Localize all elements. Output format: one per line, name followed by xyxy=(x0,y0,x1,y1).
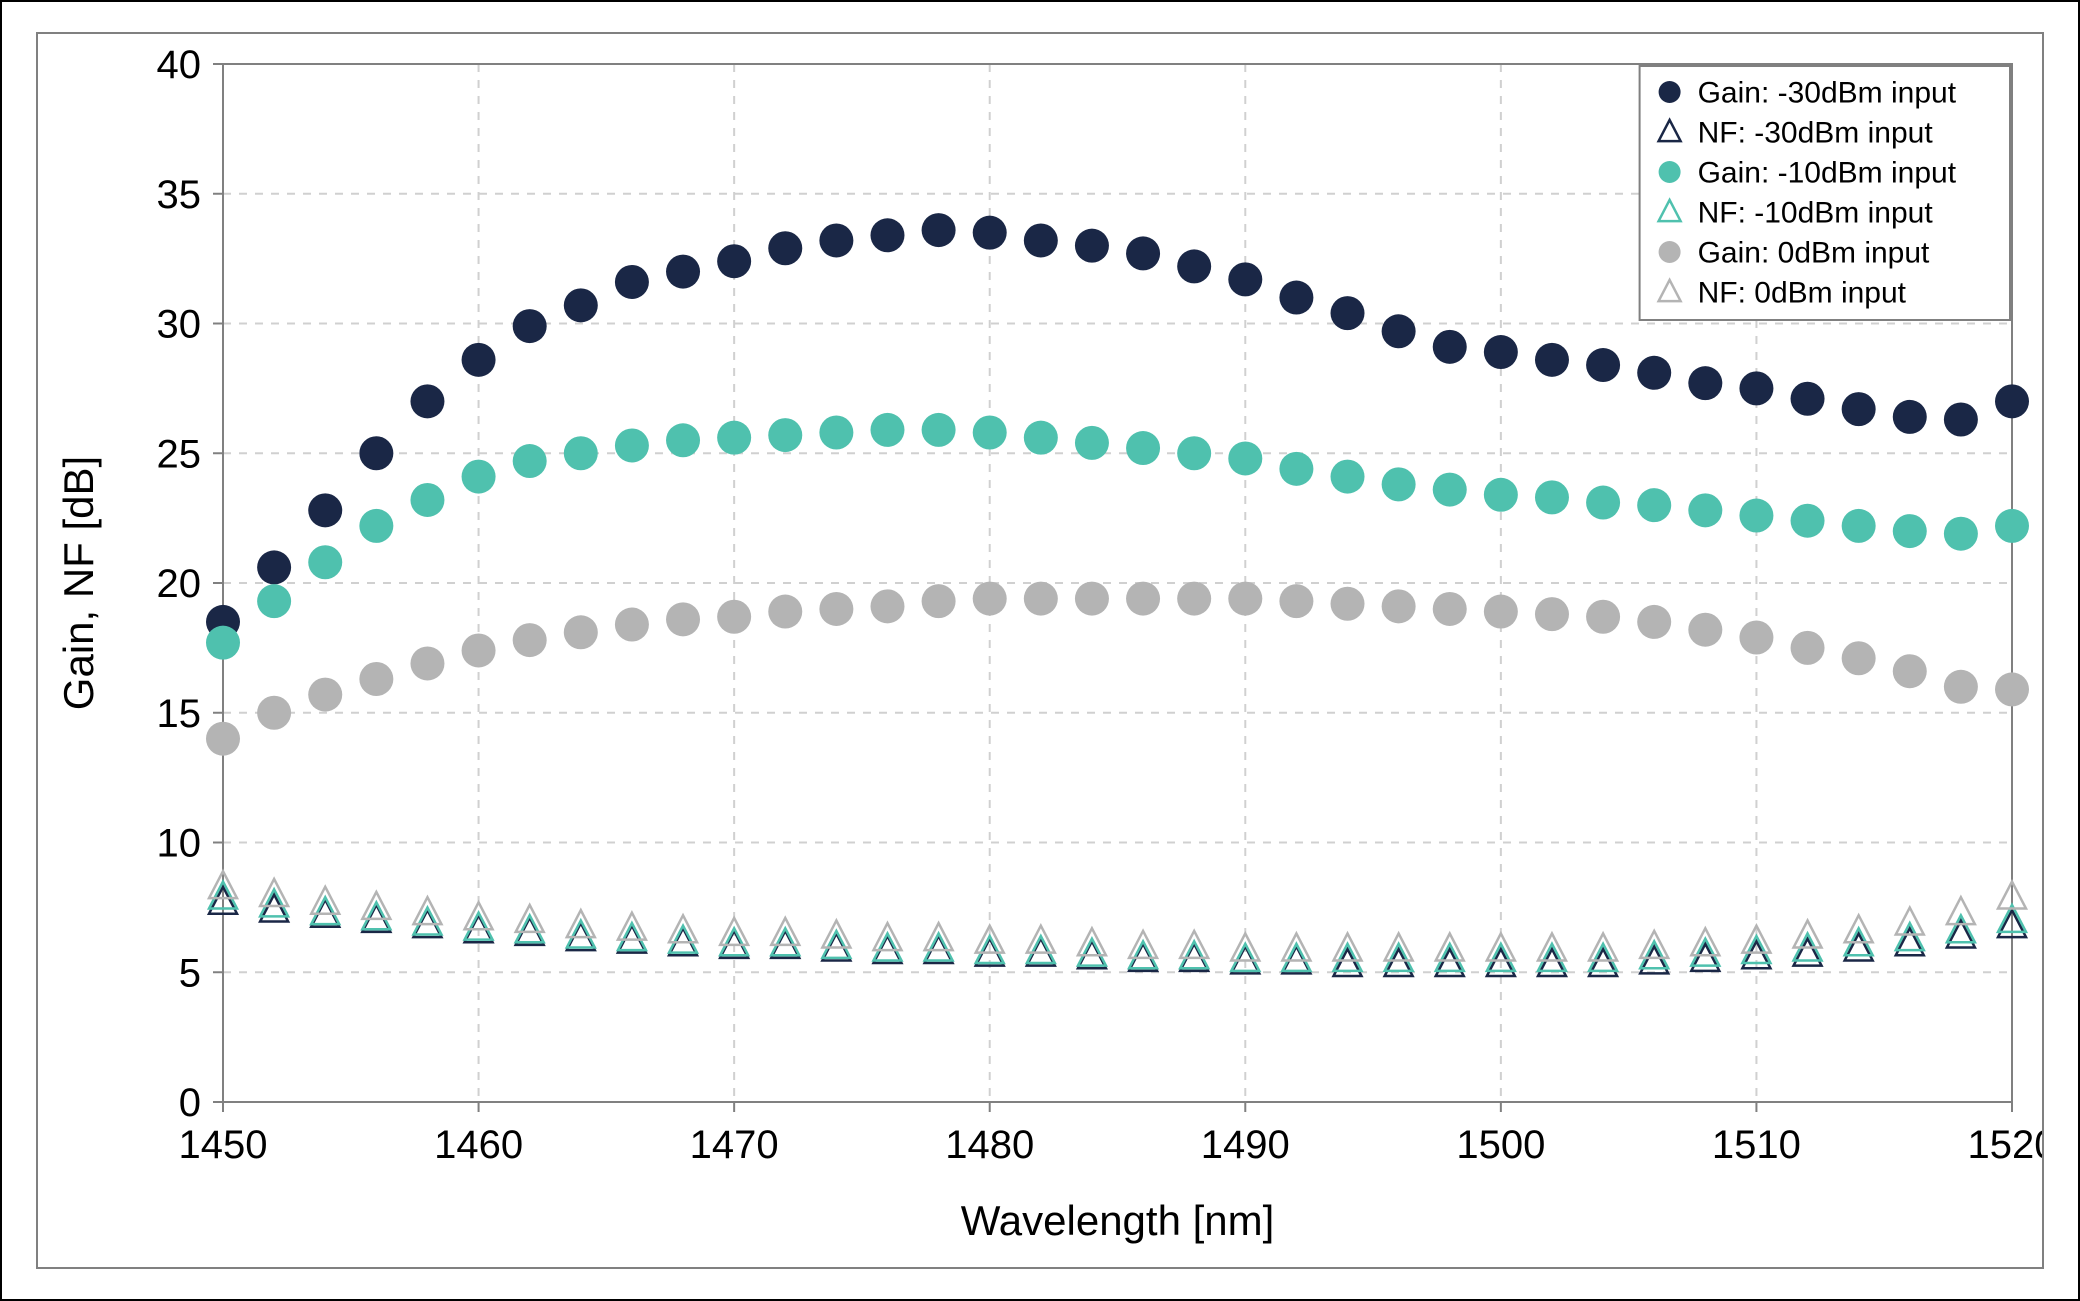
x-tick-label: 1480 xyxy=(945,1123,1034,1167)
legend-label: NF: -10dBm input xyxy=(1698,197,1934,230)
legend-label: Gain: 0dBm input xyxy=(1698,237,1930,270)
y-tick-label: 10 xyxy=(157,822,202,866)
y-tick-label: 25 xyxy=(157,432,202,476)
y-tick-label: 5 xyxy=(179,951,201,995)
y-tick-label: 0 xyxy=(179,1081,201,1125)
y-tick-label: 20 xyxy=(157,562,202,606)
x-tick-label: 1500 xyxy=(1456,1123,1545,1167)
x-tick-label: 1510 xyxy=(1712,1123,1801,1167)
x-axis-label: Wavelength [nm] xyxy=(961,1197,1275,1244)
x-tick-label: 1460 xyxy=(434,1123,523,1167)
outer-frame: 1450146014701480149015001510152005101520… xyxy=(0,0,2080,1301)
legend-label: Gain: -30dBm input xyxy=(1698,77,1957,110)
x-tick-label: 1490 xyxy=(1201,1123,1290,1167)
chart-canvas: 1450146014701480149015001510152005101520… xyxy=(38,34,2042,1267)
y-tick-label: 30 xyxy=(157,303,202,347)
legend-label: NF: 0dBm input xyxy=(1698,277,1907,310)
inner-frame: 1450146014701480149015001510152005101520… xyxy=(36,32,2044,1269)
y-tick-label: 35 xyxy=(157,173,202,217)
legend-label: NF: -30dBm input xyxy=(1698,117,1934,150)
y-tick-label: 15 xyxy=(157,692,202,736)
y-tick-label: 40 xyxy=(157,43,202,87)
x-tick-label: 1520 xyxy=(1968,1123,2042,1167)
series xyxy=(209,882,2026,971)
y-axis-label: Gain, NF [dB] xyxy=(55,456,102,710)
x-tick-label: 1450 xyxy=(179,1123,268,1167)
legend: Gain: -30dBm input NF: -30dBm input Gain: … xyxy=(1640,66,2010,320)
x-tick-label: 1470 xyxy=(690,1123,779,1167)
series xyxy=(206,582,2029,756)
legend-label: Gain: -10dBm input xyxy=(1698,157,1957,190)
